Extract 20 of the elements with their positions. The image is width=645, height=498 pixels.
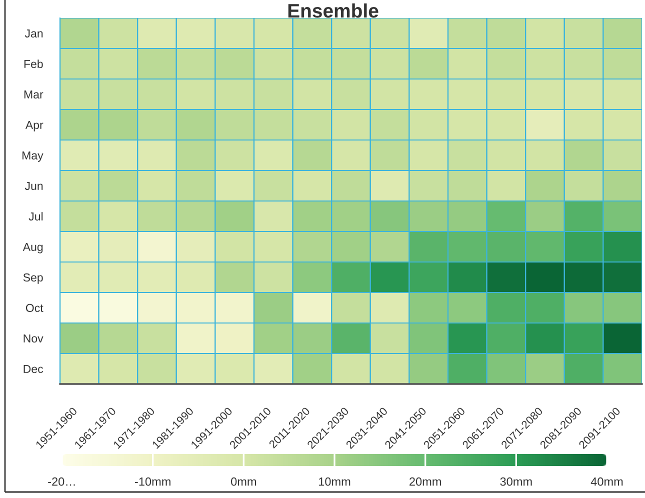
color-bar-label: -20…	[48, 477, 75, 486]
y-tick-label: May	[22, 151, 44, 162]
y-tick-label: Jan	[24, 29, 43, 38]
y-tick-label: Jul	[28, 212, 43, 221]
color-bar-label: 20mm	[410, 477, 441, 486]
color-bar-label: 30mm	[500, 477, 532, 486]
color-bar-label: 10mm	[319, 477, 350, 486]
y-tick-label: Mar	[24, 90, 44, 99]
y-tick-label: Sep	[23, 273, 43, 284]
y-tick-label: Apr	[25, 120, 44, 132]
chart-title: Ensemble	[288, 3, 378, 18]
y-tick-label: Dec	[24, 364, 44, 374]
color-bar-label: 0mm	[231, 477, 256, 486]
color-bar-label: -10mm	[134, 477, 170, 486]
color-bar-label: 40mm	[590, 477, 623, 486]
y-tick-label: Jun	[24, 182, 43, 190]
y-tick-label: Feb	[24, 60, 43, 68]
y-tick-label: Aug	[22, 242, 43, 254]
y-tick-label: Oct	[26, 304, 44, 312]
y-tick-label: Nov	[24, 334, 44, 343]
